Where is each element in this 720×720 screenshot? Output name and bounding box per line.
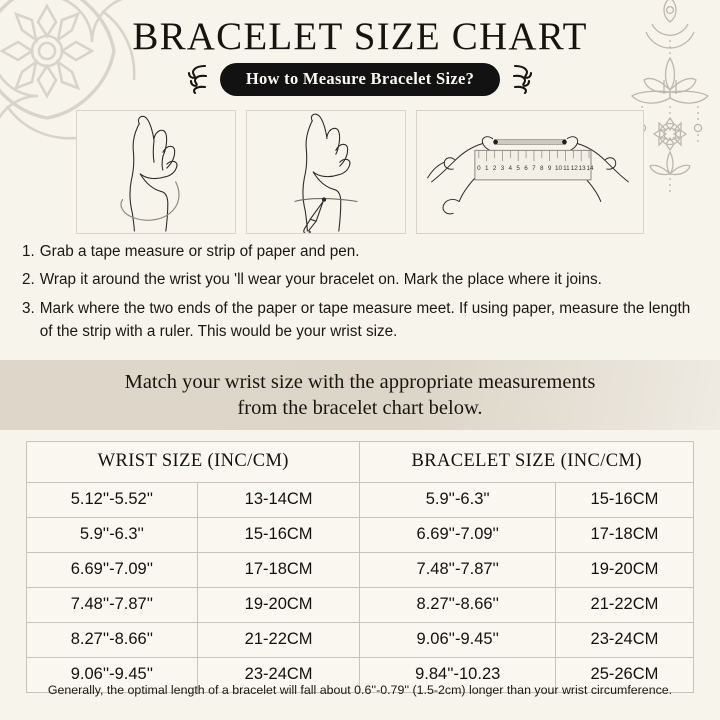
svg-text:11: 11 xyxy=(563,165,570,172)
measure-steps-list: 1. Grab a tape measure or strip of paper… xyxy=(22,240,706,348)
cell-wrist-inch: 9.06''-9.45'' xyxy=(26,657,198,693)
table-row: 5.12''-5.52'' 13-14CM 5.9''-6.3'' 15-16C… xyxy=(26,482,695,518)
cell-bracelet-cm: 23-24CM xyxy=(554,622,695,658)
svg-text:1: 1 xyxy=(485,165,489,172)
header-bracelet-size: BRACELET SIZE (INC/CM) xyxy=(359,441,694,483)
cell-wrist-inch: 6.69''-7.09'' xyxy=(26,552,198,588)
illustration-hand-with-tape-measure xyxy=(76,110,236,234)
cell-bracelet-inch: 9.84''-10.23 xyxy=(359,657,556,693)
cell-bracelet-inch: 7.48''-7.87'' xyxy=(359,552,556,588)
list-item: 1. Grab a tape measure or strip of paper… xyxy=(22,240,706,263)
step-number: 3. xyxy=(22,299,35,317)
svg-text:13: 13 xyxy=(579,165,586,172)
how-to-measure-badge: How to Measure Bracelet Size? xyxy=(219,62,501,96)
header-wrist-size: WRIST SIZE (INC/CM) xyxy=(25,441,361,483)
step-number: 2. xyxy=(22,271,35,289)
step-text: Wrap it around the wrist you 'll wear yo… xyxy=(39,271,602,289)
hand-marking-wrist-with-pen-icon xyxy=(294,113,358,233)
cell-bracelet-inch: 5.9''-6.3'' xyxy=(359,482,556,518)
svg-text:8: 8 xyxy=(540,165,544,172)
cell-bracelet-cm: 15-16CM xyxy=(554,482,695,518)
table-row: 8.27''-8.66'' 21-22CM 9.06''-9.45'' 23-2… xyxy=(26,622,695,658)
svg-text:9: 9 xyxy=(548,165,552,172)
footer-note: Generally, the optimal length of a brace… xyxy=(47,683,673,697)
match-size-banner: Match your wrist size with the appropria… xyxy=(0,360,720,430)
table-header-row: WRIST SIZE (INC/CM) BRACELET SIZE (INC/C… xyxy=(25,441,694,483)
illustration-hand-marking-wrist xyxy=(246,110,406,234)
cell-bracelet-cm: 19-20CM xyxy=(554,552,695,588)
step-text: Mark where the two ends of the paper or … xyxy=(39,299,691,340)
hand-with-tape-measure-icon xyxy=(120,115,180,232)
svg-text:3: 3 xyxy=(501,165,505,172)
cell-wrist-inch: 5.12''-5.52'' xyxy=(26,482,198,518)
svg-text:14: 14 xyxy=(587,165,594,172)
size-table-wrapper: WRIST SIZE (INC/CM) BRACELET SIZE (INC/C… xyxy=(25,441,695,693)
svg-text:0: 0 xyxy=(477,165,481,172)
table-row: 7.48''-7.87'' 19-20CM 8.27''-8.66'' 21-2… xyxy=(26,587,695,623)
cell-wrist-cm: 15-16CM xyxy=(196,517,361,553)
svg-text:4: 4 xyxy=(509,165,513,172)
svg-text:5: 5 xyxy=(516,165,520,172)
bracelet-size-table: WRIST SIZE (INC/CM) BRACELET SIZE (INC/C… xyxy=(25,441,695,693)
svg-text:7: 7 xyxy=(532,165,536,172)
cell-wrist-cm: 17-18CM xyxy=(196,552,361,588)
cell-wrist-inch: 7.48''-7.87'' xyxy=(26,587,198,623)
mandala-corner-ornament xyxy=(0,0,136,140)
svg-text:6: 6 xyxy=(524,165,528,172)
table-row: 9.06''-9.45'' 23-24CM 9.84''-10.23 25-26… xyxy=(26,657,695,693)
cell-bracelet-inch: 8.27''-8.66'' xyxy=(359,587,556,623)
cell-wrist-cm: 23-24CM xyxy=(196,657,361,693)
cell-wrist-cm: 19-20CM xyxy=(196,587,361,623)
cell-bracelet-cm: 21-22CM xyxy=(554,587,695,623)
cell-wrist-inch: 5.9''-6.3'' xyxy=(26,517,198,553)
flourish-right-icon xyxy=(513,64,533,95)
cell-bracelet-cm: 25-26CM xyxy=(554,657,695,693)
table-row: 6.69''-7.09'' 17-18CM 7.48''-7.87'' 19-2… xyxy=(26,552,695,588)
list-item: 3. Mark where the two ends of the paper … xyxy=(22,297,706,344)
svg-text:2: 2 xyxy=(493,165,497,172)
step-number: 1. xyxy=(22,243,35,260)
svg-text:12: 12 xyxy=(571,165,578,172)
list-item: 2. Wrap it around the wrist you 'll wear… xyxy=(22,268,706,291)
banner-text: Match your wrist size with the appropria… xyxy=(99,369,622,421)
svg-text:10: 10 xyxy=(555,165,562,172)
badge-row: How to Measure Bracelet Size? xyxy=(0,62,720,96)
cell-wrist-cm: 21-22CM xyxy=(196,622,361,658)
cell-bracelet-inch: 6.69''-7.09'' xyxy=(359,517,556,553)
cell-wrist-cm: 13-14CM xyxy=(196,482,361,518)
banner-line-1: Match your wrist size with the appropria… xyxy=(124,370,596,393)
cell-bracelet-cm: 17-18CM xyxy=(554,517,695,553)
cell-bracelet-inch: 9.06''-9.45'' xyxy=(359,622,556,658)
page-title: BRACELET SIZE CHART xyxy=(132,15,588,58)
cell-wrist-inch: 8.27''-8.66'' xyxy=(26,622,198,658)
table-row: 5.9''-6.3'' 15-16CM 6.69''-7.09'' 17-18C… xyxy=(26,517,695,553)
flourish-left-icon xyxy=(187,64,207,95)
banner-line-2: from the bracelet chart below. xyxy=(237,397,483,419)
step-text: Grab a tape measure or strip of paper an… xyxy=(39,243,360,260)
